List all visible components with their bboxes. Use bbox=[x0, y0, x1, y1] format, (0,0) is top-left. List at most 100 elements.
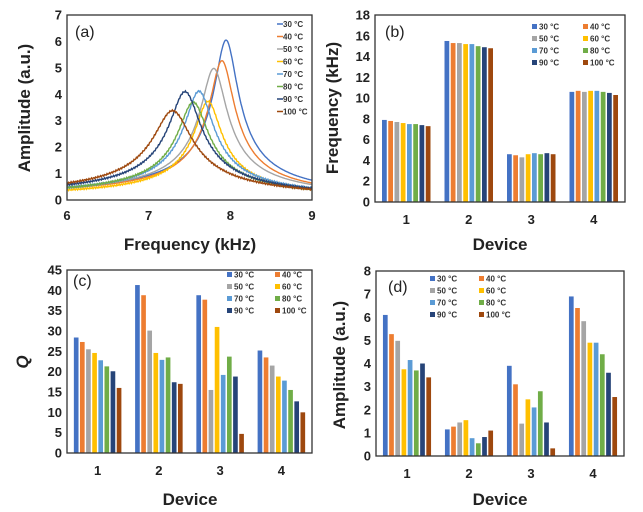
legend-swatch bbox=[227, 284, 232, 289]
bar-device4-90c bbox=[607, 92, 612, 202]
bar-device3-80c bbox=[538, 154, 543, 202]
bar-device3-70c bbox=[531, 407, 537, 456]
legend-label: 30 °C bbox=[234, 271, 254, 280]
x-tick-label: 8 bbox=[227, 208, 234, 223]
y-tick-label: 4 bbox=[364, 356, 372, 371]
legend-swatch bbox=[479, 312, 484, 317]
y-tick-label: 0 bbox=[364, 449, 371, 464]
bar-device4-40c bbox=[575, 308, 580, 456]
legend-label: 30 °C bbox=[539, 23, 559, 32]
panel-a: 0 1 2 3 4 5 6 7 6 7 8 9 (a) Frequency (kHz) Amplitude … bbox=[15, 8, 316, 255]
legend-label: 60 °C bbox=[590, 35, 610, 44]
legend-swatch bbox=[583, 24, 588, 29]
legend-swatch bbox=[430, 300, 435, 305]
legend-label: 40 °C bbox=[283, 33, 303, 42]
legend-label: 100 °C bbox=[486, 311, 511, 320]
x-tick-label: 3 bbox=[217, 463, 224, 478]
bar-device2-40c bbox=[450, 43, 456, 202]
bar-device4-70c bbox=[594, 90, 600, 202]
bar-device1-80c bbox=[413, 124, 418, 202]
legend-swatch bbox=[227, 308, 232, 313]
bar-device4-30c bbox=[569, 91, 575, 202]
legend-label: 80 °C bbox=[283, 83, 303, 92]
plot-frame bbox=[66, 269, 313, 454]
legend-label: 90 °C bbox=[283, 95, 303, 104]
y-tick-label: 7 bbox=[55, 8, 62, 23]
bar-device2-90c bbox=[482, 47, 487, 203]
bar-device3-70c bbox=[220, 374, 226, 453]
bar-device2-60c bbox=[153, 352, 159, 453]
bar-device1-30c bbox=[382, 119, 387, 202]
bar-device4-50c bbox=[581, 321, 587, 456]
bar-device3-90c bbox=[544, 422, 549, 456]
bar-device3-30c bbox=[196, 295, 202, 453]
bar-device2-90c bbox=[171, 382, 177, 453]
x-tick-label: 3 bbox=[528, 212, 535, 227]
y-tick-label: 25 bbox=[48, 344, 62, 359]
y-axis-label: Amplitude (a.u.) bbox=[330, 301, 349, 429]
y-tick-label: 30 bbox=[48, 324, 62, 339]
bar-device1-80c bbox=[104, 366, 110, 453]
y-tick-label: 3 bbox=[364, 379, 371, 394]
bar-device2-30c bbox=[444, 429, 450, 456]
legend-label: 90 °C bbox=[437, 311, 457, 320]
y-axis-label: Frequency (kHz) bbox=[323, 42, 342, 174]
bar-device3-40c bbox=[513, 384, 518, 456]
y-tick-label: 2 bbox=[364, 402, 371, 417]
y-tick-label: 16 bbox=[356, 28, 370, 43]
y-tick-label: 4 bbox=[55, 87, 63, 102]
bar-device3-100c bbox=[239, 433, 244, 453]
panel-c: 0 5 10 15 20 25 30 35 40 45 1 2 3 4 (c) Device Q 30 °C 40 … bbox=[13, 263, 313, 509]
bar-device3-30c bbox=[507, 154, 512, 202]
y-tick-label: 14 bbox=[356, 49, 371, 64]
bar-device3-100c bbox=[550, 448, 556, 456]
bar-device1-90c bbox=[419, 125, 425, 202]
y-tick-label: 6 bbox=[364, 310, 371, 325]
x-axis-label: Device bbox=[473, 235, 528, 254]
y-tick-label: 5 bbox=[55, 425, 62, 440]
bar-device2-50c bbox=[457, 422, 463, 456]
y-tick-label: 3 bbox=[55, 113, 62, 128]
panel-label: (b) bbox=[385, 24, 405, 41]
legend-label: 60 °C bbox=[486, 287, 506, 296]
legend-label: 50 °C bbox=[234, 283, 254, 292]
legend-label: 70 °C bbox=[539, 47, 559, 56]
y-tick-label: 12 bbox=[356, 70, 370, 85]
legend-swatch bbox=[430, 312, 435, 317]
legend-label: 40 °C bbox=[590, 23, 610, 32]
legend-label: 60 °C bbox=[283, 58, 303, 67]
y-tick-label: 40 bbox=[48, 283, 62, 298]
bar-device1-40c bbox=[388, 120, 393, 202]
bar-device2-70c bbox=[159, 359, 165, 453]
y-tick-label: 1 bbox=[364, 425, 371, 440]
bar-device2-70c bbox=[469, 438, 475, 456]
legend: 30 °C 40 °C 50 °C 60 °C 70 °C 80 °C 90 °C 100 °… bbox=[430, 275, 511, 320]
x-tick-label: 4 bbox=[589, 466, 597, 481]
bar-device4-100c bbox=[300, 412, 306, 453]
bar-device4-60c bbox=[275, 376, 281, 453]
bar-device2-50c bbox=[457, 43, 462, 202]
panel-label: (d) bbox=[388, 279, 408, 296]
legend-swatch bbox=[227, 272, 232, 277]
plot-frame bbox=[374, 14, 626, 203]
y-tick-label: 35 bbox=[48, 303, 62, 318]
series-line-100c bbox=[67, 108, 312, 192]
bar-device2-80c bbox=[475, 46, 481, 202]
x-tick-label: 7 bbox=[145, 208, 152, 223]
plot-frame bbox=[375, 270, 625, 457]
x-tick-label: 9 bbox=[308, 208, 315, 223]
legend-label: 80 °C bbox=[486, 299, 506, 308]
bar-device3-60c bbox=[525, 399, 531, 456]
bar-device4-90c bbox=[606, 372, 611, 456]
bar-device2-50c bbox=[147, 330, 153, 453]
legend-label: 60 °C bbox=[282, 283, 302, 292]
bar-device1-60c bbox=[92, 352, 97, 453]
x-tick-label: 4 bbox=[590, 212, 598, 227]
bar-device2-100c bbox=[177, 383, 183, 453]
series-line-90c bbox=[67, 89, 312, 191]
legend-label: 90 °C bbox=[234, 307, 254, 316]
bar-device4-50c bbox=[269, 365, 275, 453]
legend-swatch bbox=[532, 60, 537, 65]
bar-device2-70c bbox=[469, 44, 475, 202]
y-tick-label: 10 bbox=[48, 405, 62, 420]
